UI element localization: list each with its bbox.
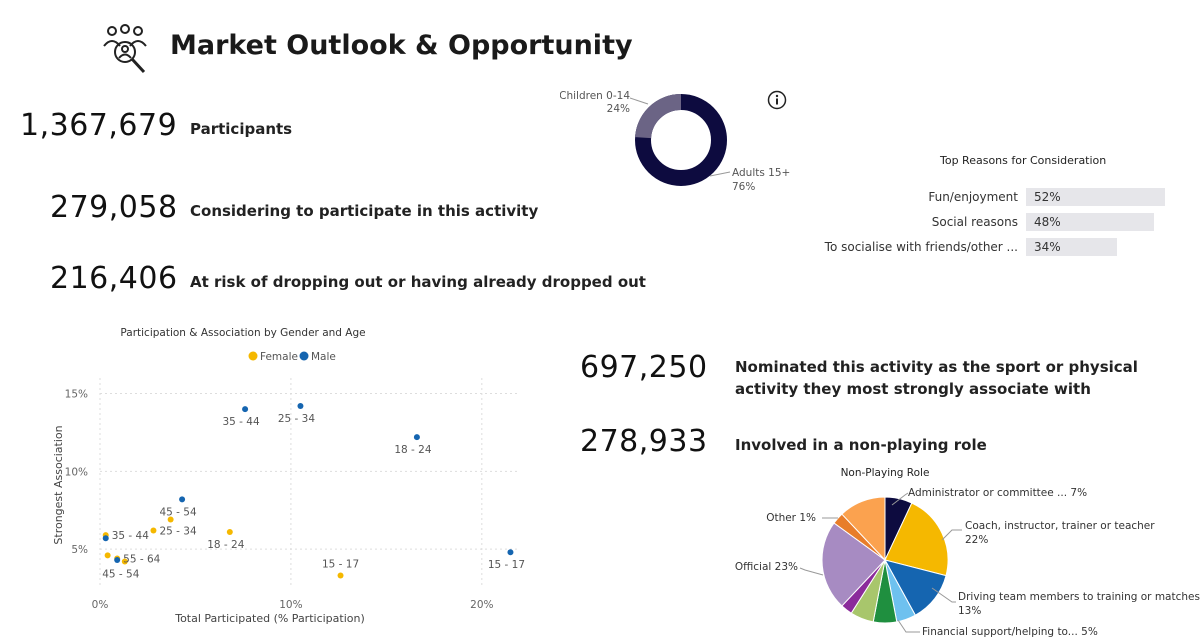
donut-label-adults-name: Adults 15+ (732, 167, 790, 179)
nominated-label-line1: Nominated this activity as the sport or … (735, 358, 1138, 376)
scatter-point-female[interactable] (167, 516, 174, 523)
scatter-point-male[interactable] (297, 403, 304, 409)
nominated-value: 697,250 (580, 350, 708, 385)
reason-label: Fun/enjoyment (928, 190, 1018, 204)
non-playing-role-pie-chart: Non-Playing Role Administrator or commit… (735, 467, 1200, 638)
donut-label-adults-pct: 76% (732, 181, 755, 193)
reason-bar (1026, 238, 1117, 256)
pie-label-coach-pct: 22% (965, 534, 988, 546)
scatter-point-male[interactable] (114, 557, 121, 563)
scatter-point-label: 15 - 17 (322, 559, 359, 571)
scatter-point-female[interactable] (104, 552, 111, 559)
scatter-point-label: 45 - 54 (159, 506, 197, 518)
scatter-point-label: 45 - 54 (102, 569, 140, 581)
pie-label-driving-pct: 13% (958, 605, 981, 617)
pie-label-driving-name: Driving team members to training or matc… (958, 591, 1200, 603)
scatter-ytick-label: 5% (71, 544, 88, 556)
top-reasons-title: Top Reasons for Consideration (940, 154, 1107, 167)
pie-slice[interactable] (884, 502, 949, 577)
pie-label-official: Official 23% (735, 561, 798, 573)
reason-value: 52% (1034, 190, 1061, 204)
scatter-point-male[interactable] (242, 406, 249, 413)
donut-label-children-pct: 24% (607, 103, 630, 115)
scatter-xtick-label: 20% (470, 599, 493, 611)
scatter-point-label: 15 - 17 (488, 559, 525, 571)
reason-value: 34% (1034, 240, 1061, 254)
header-icon (98, 22, 152, 76)
participation-scatter-chart: Participation & Association by Gender an… (52, 327, 525, 625)
info-icon[interactable] (767, 90, 787, 110)
non-playing-label: Involved in a non-playing role (735, 436, 987, 454)
scatter-point-male[interactable] (179, 496, 186, 503)
pie-label-other: Other 1% (766, 512, 816, 524)
legend-male-swatch (299, 351, 309, 361)
scatter-point-female[interactable] (226, 529, 233, 535)
reason-bar (1026, 213, 1155, 231)
scatter-ytick-label: 10% (65, 466, 88, 478)
reason-label: To socialise with friends/other ... (824, 240, 1018, 254)
reason-bar (1026, 188, 1165, 206)
scatter-point-label: 35 - 44 (112, 530, 150, 542)
people-search-icon (103, 24, 147, 74)
participants-value: 1,367,679 (20, 108, 178, 143)
scatter-point-male[interactable] (413, 434, 420, 441)
scatter-point-female[interactable] (150, 527, 157, 534)
scatter-point-label: 35 - 44 (222, 416, 260, 428)
pie-label-administrator: Administrator or committee ... 7% (908, 487, 1087, 499)
legend-female-swatch (248, 351, 258, 361)
scatter-point-female[interactable] (337, 572, 344, 579)
page-title: Market Outlook & Opportunity (170, 30, 633, 61)
scatter-point-male[interactable] (102, 535, 109, 542)
age-donut-chart: Children 0-14 24% Adults 15+ 76% (560, 90, 790, 193)
scatter-xtick-label: 10% (279, 599, 302, 611)
scatter-xtick-label: 0% (92, 599, 109, 611)
at-risk-value: 216,406 (50, 261, 178, 296)
considering-value: 279,058 (50, 190, 178, 225)
reason-label: Social reasons (931, 215, 1018, 229)
scatter-point-female[interactable] (121, 558, 128, 565)
scatter-point-label: 25 - 34 (159, 525, 197, 537)
scatter-xlabel: Total Participated (% Participation) (174, 612, 365, 625)
pie-label-financial: Financial support/helping to... 5% (922, 626, 1098, 638)
at-risk-label: At risk of dropping out or having alread… (190, 273, 646, 291)
scatter-point-label: 18 - 24 (207, 539, 245, 551)
scatter-point-label: 55 - 64 (123, 553, 161, 565)
pie-slice[interactable] (841, 496, 886, 562)
donut-slice-children (635, 94, 682, 139)
reason-value: 48% (1034, 215, 1061, 229)
scatter-point-label: 18 - 24 (394, 444, 432, 456)
scatter-ylabel: Strongest Association (52, 425, 65, 544)
legend-female: Female (260, 351, 298, 363)
non-playing-value: 278,933 (580, 424, 708, 459)
nominated-label-line2: activity they most strongly associate wi… (735, 380, 1091, 398)
pie-slice[interactable] (821, 522, 886, 607)
pie-title: Non-Playing Role (841, 467, 930, 479)
scatter-ytick-label: 15% (65, 389, 88, 401)
pie-label-coach-name: Coach, instructor, trainer or teacher (965, 520, 1155, 532)
considering-label: Considering to participate in this activ… (190, 202, 539, 220)
donut-label-children-name: Children 0-14 (560, 90, 630, 102)
participants-label: Participants (190, 120, 293, 138)
scatter-point-label: 25 - 34 (278, 413, 316, 425)
scatter-point-male[interactable] (507, 549, 514, 556)
legend-male: Male (311, 351, 336, 363)
scatter-title: Participation & Association by Gender an… (120, 327, 365, 339)
